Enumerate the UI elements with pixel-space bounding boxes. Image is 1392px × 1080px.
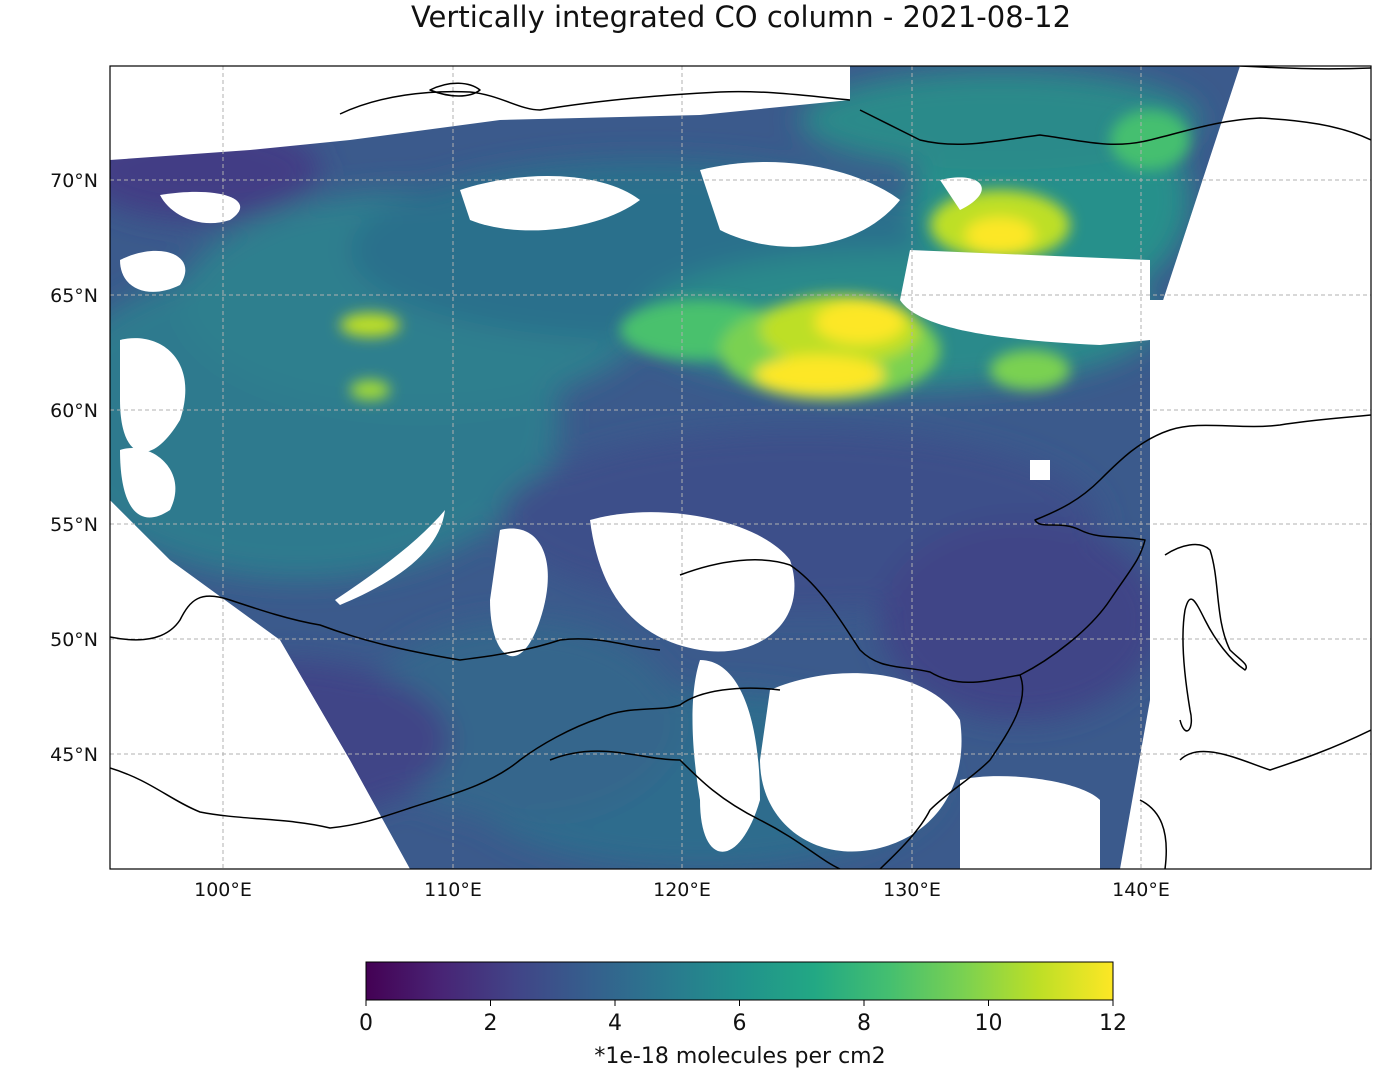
lat-label-70: 70°N	[50, 170, 98, 192]
longitude-labels: 100°E 110°E 120°E 130°E 140°E	[194, 879, 1170, 901]
colorbar-tick-label: 6	[733, 1011, 747, 1036]
map-frame	[109, 65, 1372, 870]
data-gaps	[110, 66, 1371, 869]
colorbar-tick-label: 8	[857, 1011, 871, 1036]
colorbar: 0 2 4 6 8 10 12 *1e-18 molecules per cm2	[359, 961, 1127, 1069]
latitude-labels: 70°N 65°N 60°N 55°N 50°N 45°N	[50, 170, 98, 766]
lon-label-100: 100°E	[194, 879, 252, 901]
chart-title: Vertically integrated CO column - 2021-0…	[410, 0, 1072, 34]
colorbar-tick-labels: 0 2 4 6 8 10 12	[359, 1011, 1127, 1036]
lon-label-140: 140°E	[1112, 879, 1170, 901]
lat-label-60: 60°N	[50, 400, 98, 422]
colorbar-tick-label: 10	[975, 1011, 1003, 1036]
colorbar-ticks	[365, 1000, 1114, 1006]
lon-label-110: 110°E	[424, 879, 482, 901]
gridlines	[110, 66, 1371, 869]
lon-label-130: 130°E	[883, 879, 941, 901]
colorbar-tick-label: 2	[484, 1011, 498, 1036]
coastlines	[110, 66, 1371, 869]
lon-label-120: 120°E	[653, 879, 711, 901]
lat-label-50: 50°N	[50, 629, 98, 651]
colorbar-label: *1e-18 molecules per cm2	[594, 1044, 885, 1069]
colorbar-tick-label: 4	[608, 1011, 622, 1036]
lat-label-55: 55°N	[50, 514, 98, 536]
colorbar-tick-label: 0	[359, 1011, 373, 1036]
lat-label-65: 65°N	[50, 285, 98, 307]
lat-label-45: 45°N	[50, 744, 98, 766]
colorbar-tick-label: 12	[1099, 1011, 1127, 1036]
colorbar-gradient	[365, 961, 1114, 1001]
